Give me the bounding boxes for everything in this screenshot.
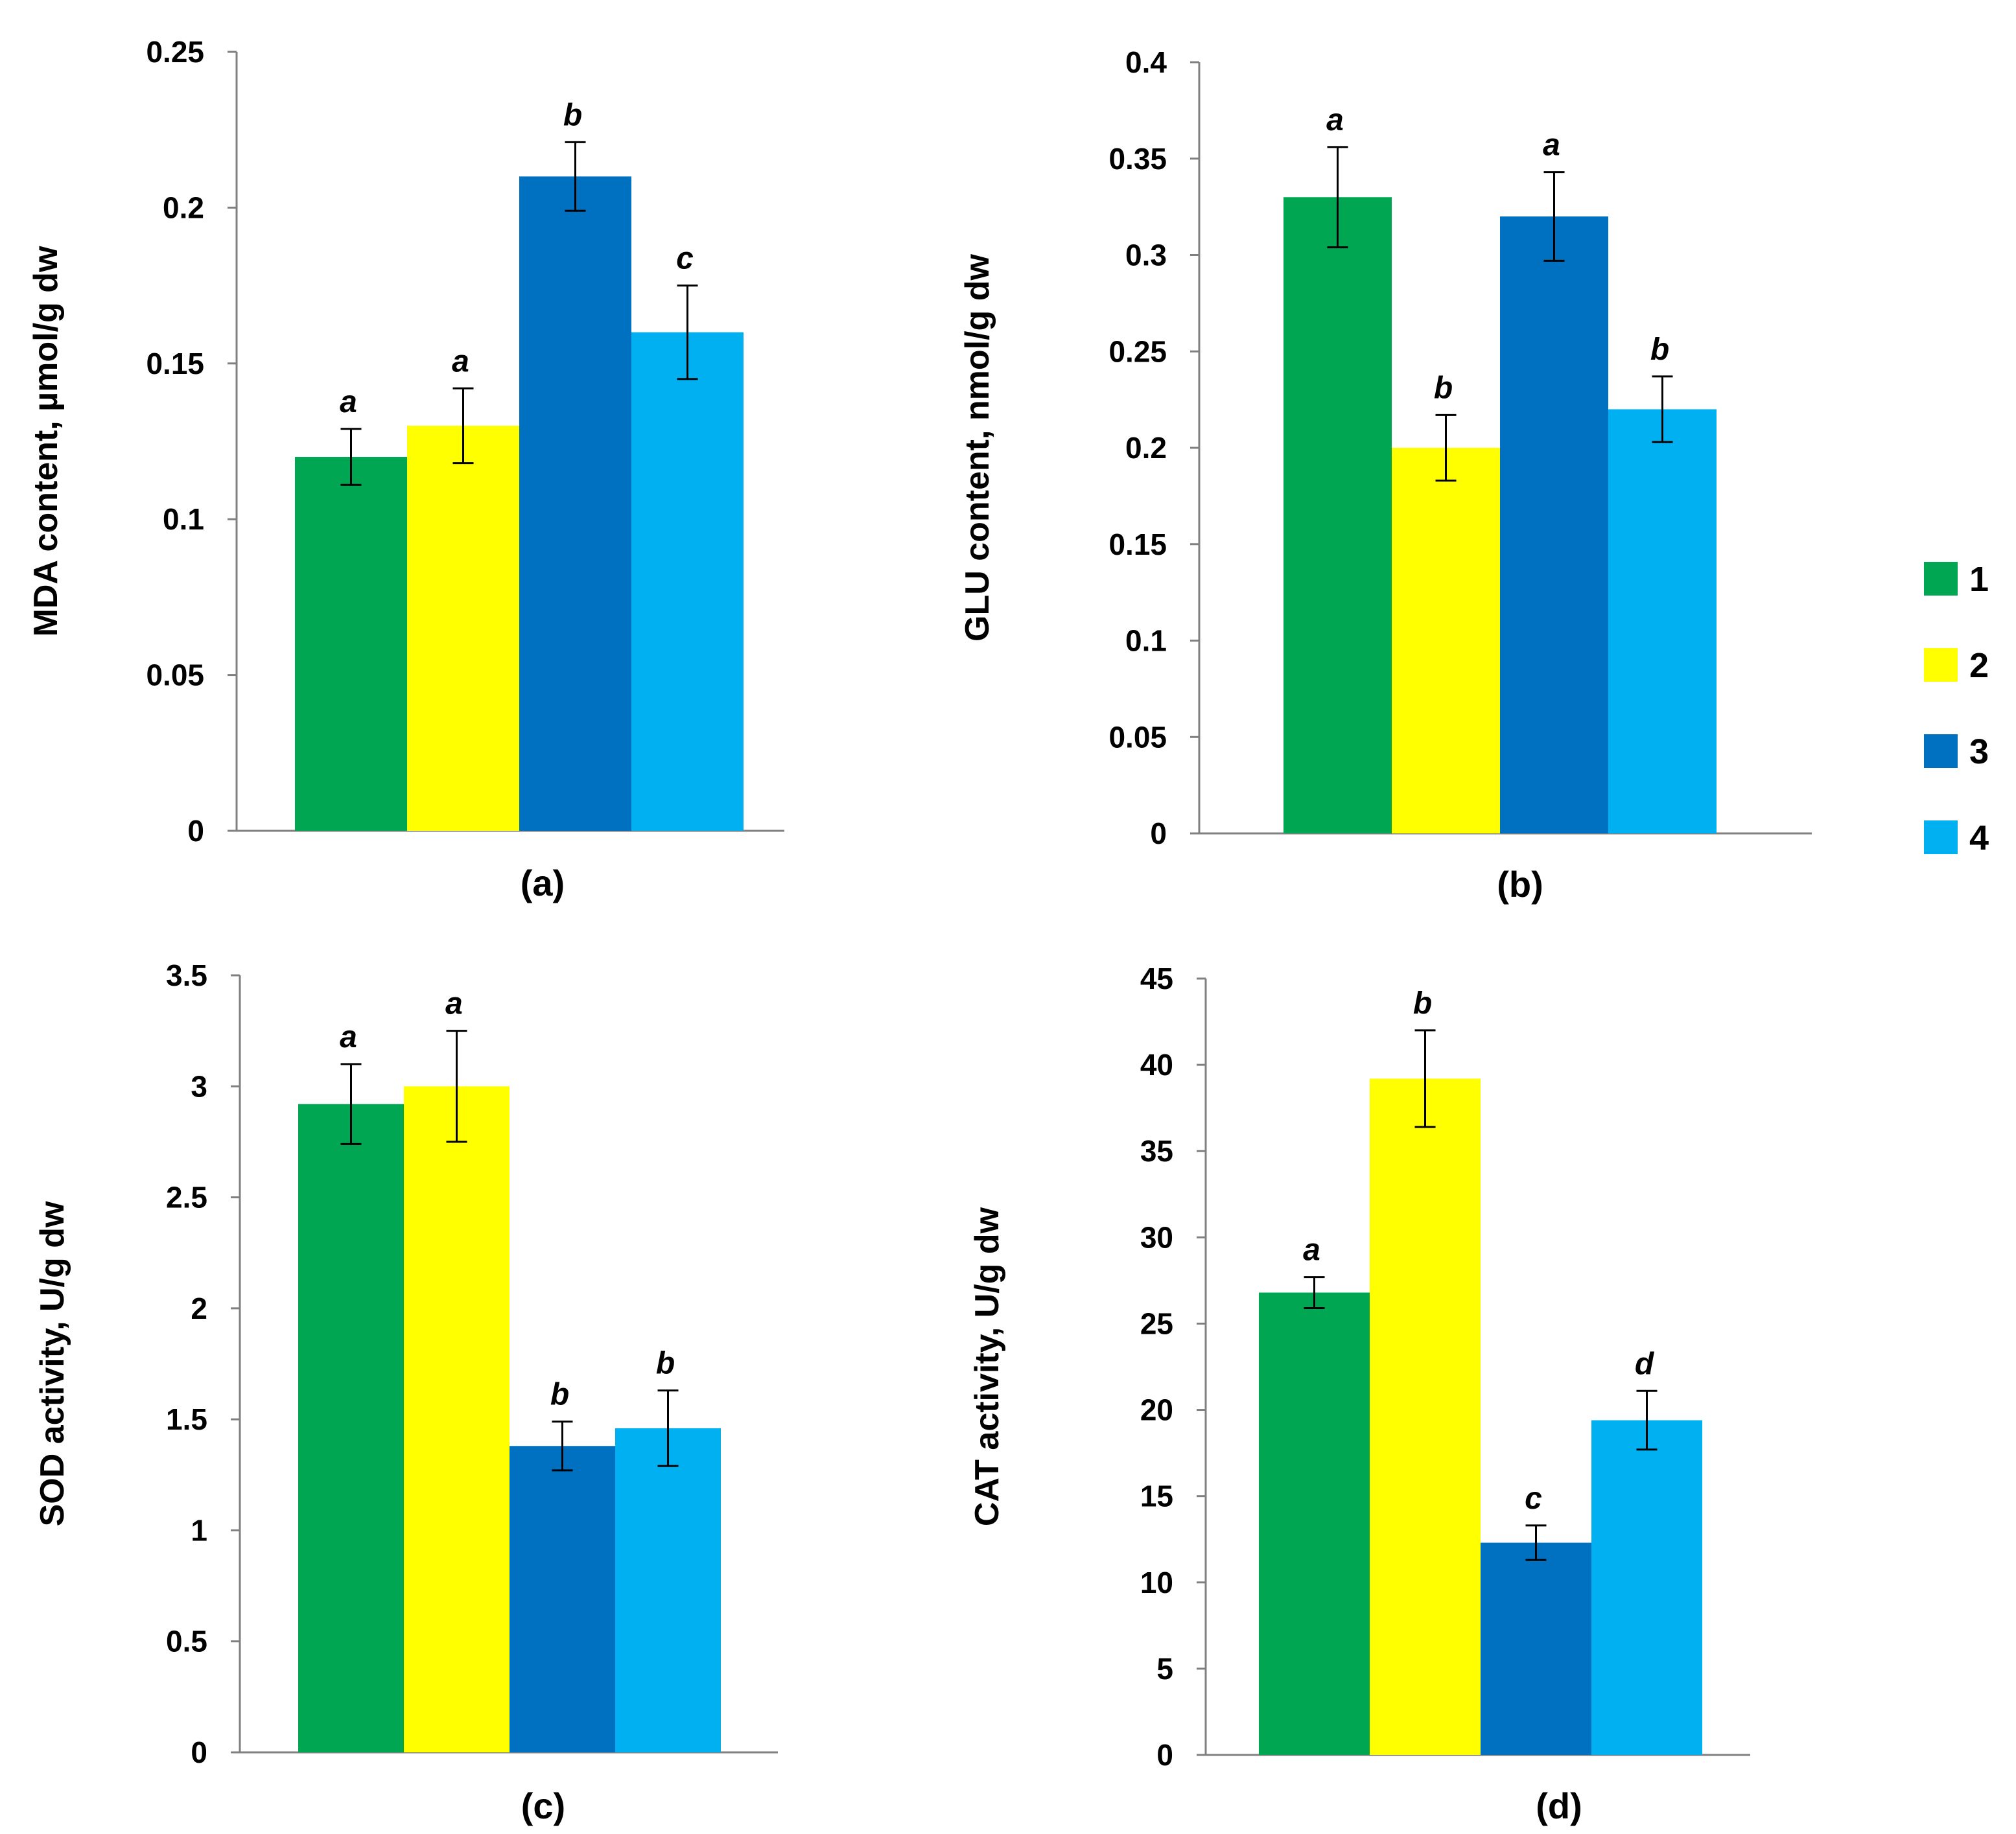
panel-label: (b) xyxy=(1497,864,1543,905)
y-tick-label: 45 xyxy=(1140,962,1173,995)
significance-letter: b xyxy=(656,1347,675,1381)
bar-series-3 xyxy=(1500,216,1608,833)
bar-series-2 xyxy=(404,1086,510,1752)
legend-swatch-1 xyxy=(1924,562,1958,596)
significance-letter: a xyxy=(1303,1233,1320,1268)
significance-letter: b xyxy=(1650,332,1669,367)
y-tick-label: 0 xyxy=(1156,1738,1173,1772)
legend: 1 2 3 4 xyxy=(1924,560,1989,857)
y-tick-label: 25 xyxy=(1140,1306,1173,1340)
bar-series-1 xyxy=(295,457,407,831)
legend-label: 2 xyxy=(1969,646,1989,685)
panel-a: 0 0.05 0.1 0.15 0.2 0.25 MDA content, µmol/g d… xyxy=(27,35,784,903)
y-tick-label: 1 xyxy=(191,1513,207,1547)
y-tick-label: 1.5 xyxy=(166,1402,207,1436)
panel-b: 0 0.05 0.1 0.15 0.2 0.25 0.3 0.35 0.4 GLU content… xyxy=(959,45,1812,905)
y-tick-label: 0.15 xyxy=(1108,528,1167,561)
bar-series-2 xyxy=(1370,1078,1481,1755)
y-tick-label: 0.5 xyxy=(166,1625,207,1658)
significance-letter: a xyxy=(452,344,469,378)
legend-label: 3 xyxy=(1969,732,1989,771)
bar-series-3 xyxy=(510,1446,615,1752)
significance-letter: a xyxy=(1326,103,1344,137)
y-axis-title: SOD activity, U/g dw xyxy=(34,1201,71,1526)
bar-series-1 xyxy=(298,1104,404,1752)
significance-letter: d xyxy=(1635,1347,1655,1381)
panel-d: 0 5 10 15 20 25 30 35 40 45 CAT activity, U/g dw a b… xyxy=(968,962,1750,1826)
y-tick-label: 0.2 xyxy=(1125,431,1167,465)
y-tick-label: 15 xyxy=(1140,1480,1173,1513)
y-tick-label: 30 xyxy=(1140,1220,1173,1254)
legend-swatch-2 xyxy=(1924,648,1958,682)
significance-letter: b xyxy=(563,98,582,132)
panel-label: (c) xyxy=(521,1785,565,1826)
legend-swatch-3 xyxy=(1924,734,1958,768)
bar-series-4 xyxy=(1591,1420,1702,1755)
y-tick-label: 5 xyxy=(1156,1652,1173,1686)
significance-letter: b xyxy=(550,1378,569,1412)
y-tick-label: 35 xyxy=(1140,1134,1173,1168)
significance-letter: a xyxy=(445,987,463,1021)
y-tick-label: 0.05 xyxy=(146,658,204,692)
y-tick-label: 0 xyxy=(191,1735,207,1769)
y-tick-label: 0 xyxy=(1150,817,1167,850)
legend-swatch-4 xyxy=(1924,820,1958,854)
panel-label: (a) xyxy=(521,863,565,903)
y-tick-label: 0.1 xyxy=(163,502,204,536)
bar-series-2 xyxy=(1392,448,1500,833)
legend-label: 4 xyxy=(1969,818,1989,857)
bar-series-2 xyxy=(407,425,519,831)
significance-letter: a xyxy=(1543,128,1560,163)
y-tick-label: 2 xyxy=(191,1292,207,1325)
significance-letter: b xyxy=(1434,371,1453,405)
y-tick-label: 2.5 xyxy=(166,1181,207,1214)
bar-series-4 xyxy=(631,332,744,831)
bar-series-3 xyxy=(1481,1542,1591,1755)
y-axis-title: MDA content, µmol/g dw xyxy=(27,246,65,636)
significance-letter: b xyxy=(1413,986,1432,1021)
y-tick-label: 0.05 xyxy=(1108,720,1167,754)
y-tick-label: 0.15 xyxy=(146,347,204,380)
bar-series-4 xyxy=(1608,409,1717,833)
y-tick-label: 0 xyxy=(187,814,204,848)
y-tick-label: 10 xyxy=(1140,1566,1173,1599)
y-tick-label: 40 xyxy=(1140,1048,1173,1082)
significance-letter: a xyxy=(340,1020,357,1054)
legend-label: 1 xyxy=(1969,560,1989,599)
significance-letter: a xyxy=(340,385,357,419)
y-tick-label: 0.25 xyxy=(1108,334,1167,368)
bar-series-4 xyxy=(615,1428,721,1752)
significance-letter: c xyxy=(1525,1481,1542,1516)
panel-label: (d) xyxy=(1536,1785,1582,1826)
y-axis-title: GLU content, nmol/g dw xyxy=(959,253,996,642)
panel-c: 0 0.5 1 1.5 2 2.5 3 3.5 SOD activity, U/g dw a a b b… xyxy=(34,958,778,1826)
y-axis-title: CAT activity, U/g dw xyxy=(968,1207,1006,1526)
bar-series-1 xyxy=(1259,1292,1370,1755)
y-tick-label: 3 xyxy=(191,1069,207,1103)
y-tick-label: 0.4 xyxy=(1125,45,1167,79)
y-tick-label: 0.3 xyxy=(1125,238,1167,272)
bar-series-1 xyxy=(1283,197,1392,833)
y-tick-label: 3.5 xyxy=(166,958,207,992)
y-tick-label: 0.35 xyxy=(1108,142,1167,176)
y-tick-label: 0.25 xyxy=(146,35,204,69)
y-tick-label: 20 xyxy=(1140,1393,1173,1427)
y-tick-label: 0.1 xyxy=(1125,624,1167,658)
y-tick-label: 0.2 xyxy=(163,191,204,224)
significance-letter: c xyxy=(676,242,694,276)
bar-series-3 xyxy=(519,176,631,831)
